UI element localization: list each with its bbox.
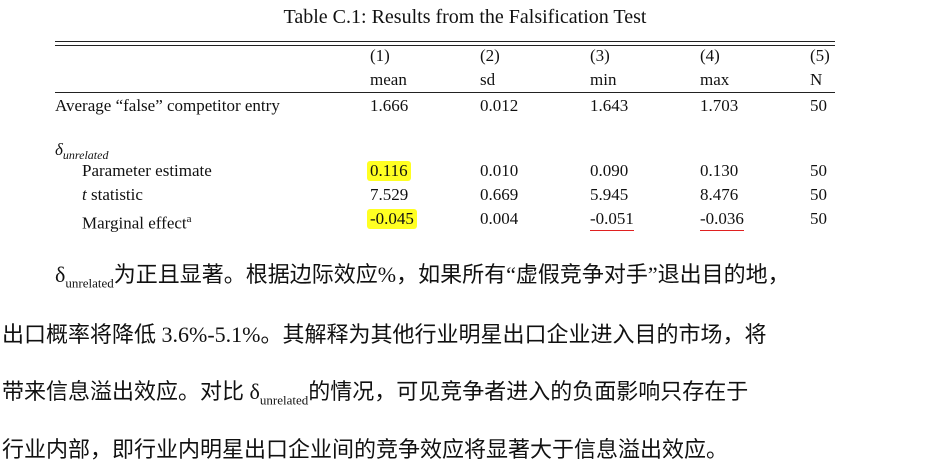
header-label: max — [700, 70, 730, 89]
rule — [55, 41, 835, 42]
header-label: min — [590, 70, 617, 89]
subscript: unrelated — [65, 275, 114, 291]
row-label: Parameter estimate — [82, 161, 212, 180]
header-number: (4) — [700, 46, 720, 65]
text: 为正且显著。根据边际效应%，如果所有“虚假竞争对手”退出目的地， — [113, 262, 790, 287]
cell: 1.643 — [590, 96, 629, 115]
row-label: t statistic — [82, 185, 143, 205]
label: Marginal effect — [82, 213, 187, 233]
cell: 50 — [810, 96, 827, 115]
row-label: Average “false” competitor entry — [55, 96, 280, 115]
row-label: Marginal effecta — [82, 209, 192, 234]
symbol: δ — [249, 379, 260, 404]
cell: 0.116 — [367, 161, 411, 181]
rule — [55, 92, 835, 93]
symbol: δ — [55, 140, 63, 159]
subscript: unrelated — [259, 392, 309, 408]
header-number: (2) — [480, 46, 500, 65]
text: 带来信息溢出效应。对比 — [2, 379, 250, 404]
paragraph-line: 带来信息溢出效应。对比 δunrelated的情况，可见竞争者进入的负面影响只存… — [2, 378, 748, 414]
cell: -0.045 — [367, 209, 417, 229]
section-label: δunrelated — [55, 140, 108, 165]
cell: -0.036 — [700, 209, 744, 231]
cell: 0.130 — [700, 161, 739, 180]
cell: 1.666 — [370, 96, 409, 115]
variable: t — [82, 185, 87, 204]
cell: 0.004 — [480, 209, 519, 228]
cell: 0.012 — [480, 96, 519, 115]
header-number: (5) — [810, 46, 830, 65]
rule — [55, 45, 835, 46]
cell: 50 — [810, 209, 827, 228]
cell: 1.703 — [700, 96, 739, 115]
paragraph-line: 出口概率将降低 3.6%-5.1%。其解释为其他行业明星出口企业进入目的市场，将 — [2, 322, 767, 347]
cell: 50 — [810, 185, 827, 204]
subscript: unrelated — [62, 148, 109, 162]
cell: 0.669 — [480, 185, 519, 204]
paragraph-line: δunrelated为正且显著。根据边际效应%，如果所有“虚假竞争对手”退出目的… — [55, 261, 790, 297]
header-number: (3) — [590, 46, 610, 65]
table-title: Table C.1: Results from the Falsificatio… — [283, 6, 647, 28]
header-label: mean — [370, 70, 407, 89]
paragraph-line: 行业内部，即行业内明星出口企业间的竞争效应将显著大于信息溢出效应。 — [2, 437, 729, 462]
header-number: (1) — [370, 46, 390, 65]
cell: 7.529 — [370, 185, 409, 204]
cell: 5.945 — [590, 185, 629, 204]
cell: -0.051 — [590, 209, 634, 231]
cell: 0.090 — [590, 161, 629, 180]
cell: 50 — [810, 161, 827, 180]
header-label: sd — [480, 70, 496, 89]
cell: 0.010 — [480, 161, 519, 180]
symbol: δ — [55, 262, 66, 287]
label: statistic — [90, 185, 143, 204]
footnote-mark: a — [186, 213, 192, 225]
cell: 8.476 — [700, 185, 739, 204]
header-label: N — [810, 70, 823, 89]
text: 的情况，可见竞争者进入的负面影响只存在于 — [308, 379, 749, 404]
